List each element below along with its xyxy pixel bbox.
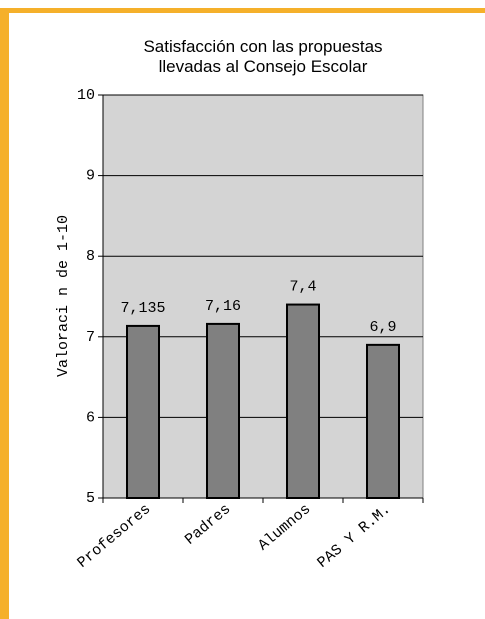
- y-tick-label: 7: [86, 329, 95, 346]
- data-label: 6,9: [369, 319, 396, 336]
- left-border: [0, 8, 9, 619]
- data-label: 7,16: [205, 298, 241, 315]
- y-tick-label: 10: [77, 87, 95, 104]
- y-tick-label: 6: [86, 409, 95, 426]
- y-tick-label: 9: [86, 168, 95, 185]
- y-tick-label: 8: [86, 248, 95, 265]
- bar: [206, 322, 240, 499]
- bar: [366, 343, 400, 499]
- y-axis-label: Valoraci n de 1-10: [55, 215, 72, 377]
- bar: [126, 324, 160, 499]
- data-label: 7,4: [289, 279, 316, 296]
- chart-title: Satisfacción con las propuestas: [143, 37, 382, 56]
- top-border: [0, 8, 485, 13]
- data-label: 7,135: [120, 300, 165, 317]
- y-tick-label: 5: [86, 490, 95, 507]
- bar: [286, 303, 320, 499]
- chart-title: llevadas al Consejo Escolar: [159, 57, 368, 76]
